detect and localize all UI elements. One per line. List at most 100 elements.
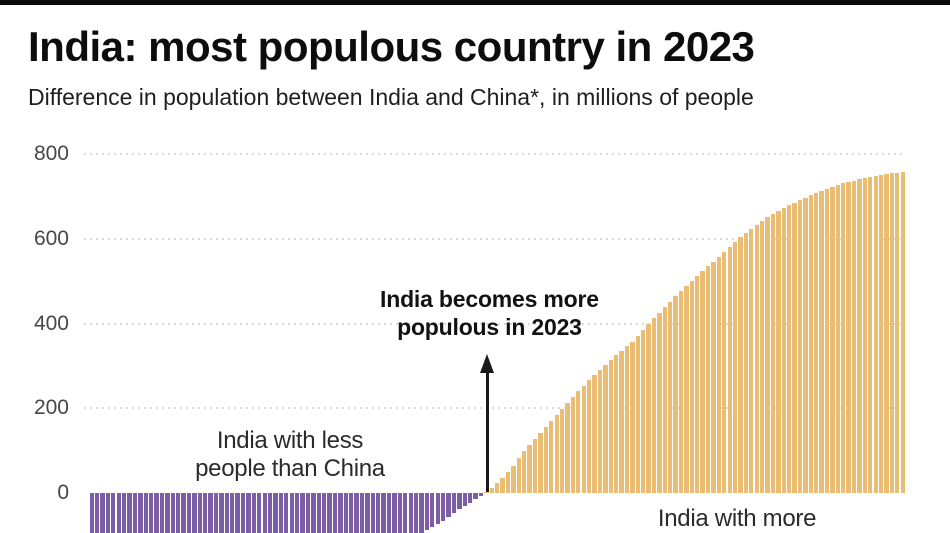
bar-1994 — [327, 492, 332, 533]
positive-region-label: India with more — [657, 505, 817, 532]
bar-2074 — [759, 221, 765, 493]
bar-2085 — [819, 190, 824, 493]
bar-2038 — [565, 403, 570, 493]
bar-2005 — [386, 492, 392, 533]
bar-2048 — [619, 350, 624, 493]
bar-1963 — [159, 492, 165, 533]
bar-1984 — [273, 492, 278, 533]
bar-1993 — [322, 492, 327, 533]
bar-2016 — [446, 492, 451, 517]
bar-2017 — [451, 492, 457, 513]
bar-1990 — [305, 492, 311, 533]
bar-2073 — [754, 224, 759, 493]
bar-2035 — [549, 420, 554, 493]
bar-2041 — [581, 385, 586, 493]
bar-2052 — [641, 330, 646, 493]
bar-2049 — [624, 346, 630, 493]
bar-2045 — [603, 364, 608, 493]
bar-1953 — [105, 492, 111, 533]
y-axis-label-400: 400 — [33, 311, 69, 335]
bar-2096 — [878, 175, 884, 493]
bar-2067 — [722, 251, 727, 493]
bar-2002 — [370, 492, 375, 533]
bar-2047 — [613, 355, 619, 493]
y-axis-label-800: 800 — [33, 142, 69, 166]
bar-1998 — [349, 492, 354, 533]
bar-2039 — [570, 397, 576, 493]
bar-2084 — [814, 192, 819, 493]
bar-1974 — [219, 492, 224, 533]
bar-2098 — [889, 173, 895, 493]
top-border-bar — [0, 0, 950, 5]
bar-2004 — [381, 492, 386, 533]
bar-2087 — [830, 186, 835, 493]
bar-1983 — [267, 492, 273, 533]
bar-2095 — [873, 175, 878, 493]
bar-2086 — [824, 188, 830, 493]
bar-2033 — [538, 433, 543, 493]
bar-1989 — [300, 492, 305, 533]
bar-2029 — [516, 458, 521, 493]
bar-1995 — [332, 492, 338, 533]
bar-2094 — [868, 176, 873, 493]
bar-2030 — [522, 450, 527, 493]
bar-1958 — [132, 492, 138, 533]
bar-2092 — [857, 179, 862, 493]
bar-1955 — [116, 492, 121, 533]
bar-1980 — [251, 492, 257, 533]
negative-region-label-line1: India with less — [216, 427, 364, 454]
bar-2088 — [835, 185, 840, 493]
bar-2040 — [576, 391, 581, 493]
bar-2076 — [770, 213, 776, 493]
bar-2032 — [532, 438, 538, 493]
bar-2028 — [511, 465, 516, 493]
bar-2100 — [900, 172, 905, 493]
bar-1968 — [186, 492, 192, 533]
bar-2054 — [651, 318, 657, 493]
bar-2006 — [392, 492, 397, 533]
bar-2000 — [359, 492, 365, 533]
crossover-annotation: India becomes more populous in 2023 — [329, 285, 649, 341]
bar-2022 — [478, 492, 484, 496]
bar-1987 — [289, 492, 294, 533]
bar-2090 — [846, 181, 851, 493]
bar-2046 — [608, 359, 613, 493]
bar-2075 — [765, 217, 770, 493]
bar-2031 — [527, 444, 532, 493]
gridline-400 — [84, 322, 906, 325]
bar-2013 — [430, 492, 435, 527]
bar-1950 — [89, 492, 94, 533]
bar-1978 — [240, 492, 246, 533]
bar-2018 — [457, 492, 462, 510]
bar-2025 — [495, 482, 500, 493]
bar-1975 — [224, 492, 230, 533]
negative-region-label-line2: people than China — [195, 455, 385, 482]
bar-2034 — [543, 427, 549, 493]
bar-1954 — [111, 492, 116, 533]
bar-1951 — [94, 492, 100, 533]
bar-2053 — [646, 324, 651, 493]
bar-2071 — [743, 232, 749, 493]
bar-2061 — [689, 280, 695, 493]
bar-2044 — [597, 369, 603, 493]
bar-1964 — [165, 492, 170, 533]
bar-2068 — [727, 246, 732, 493]
bar-1959 — [138, 492, 143, 533]
bar-2063 — [700, 271, 705, 493]
crossover-annotation-line2: populous in 2023 — [397, 314, 582, 340]
bar-2020 — [467, 492, 473, 503]
bar-1952 — [100, 492, 105, 533]
gridline-600 — [84, 237, 906, 240]
bar-2051 — [635, 336, 640, 493]
bar-1956 — [121, 492, 127, 533]
bar-2036 — [554, 414, 559, 493]
bar-2014 — [435, 492, 440, 524]
bar-1988 — [294, 492, 300, 533]
bar-2021 — [473, 492, 478, 500]
bar-2062 — [695, 275, 700, 493]
bar-2060 — [684, 285, 689, 493]
bar-2072 — [749, 228, 754, 493]
bar-2077 — [776, 210, 781, 493]
